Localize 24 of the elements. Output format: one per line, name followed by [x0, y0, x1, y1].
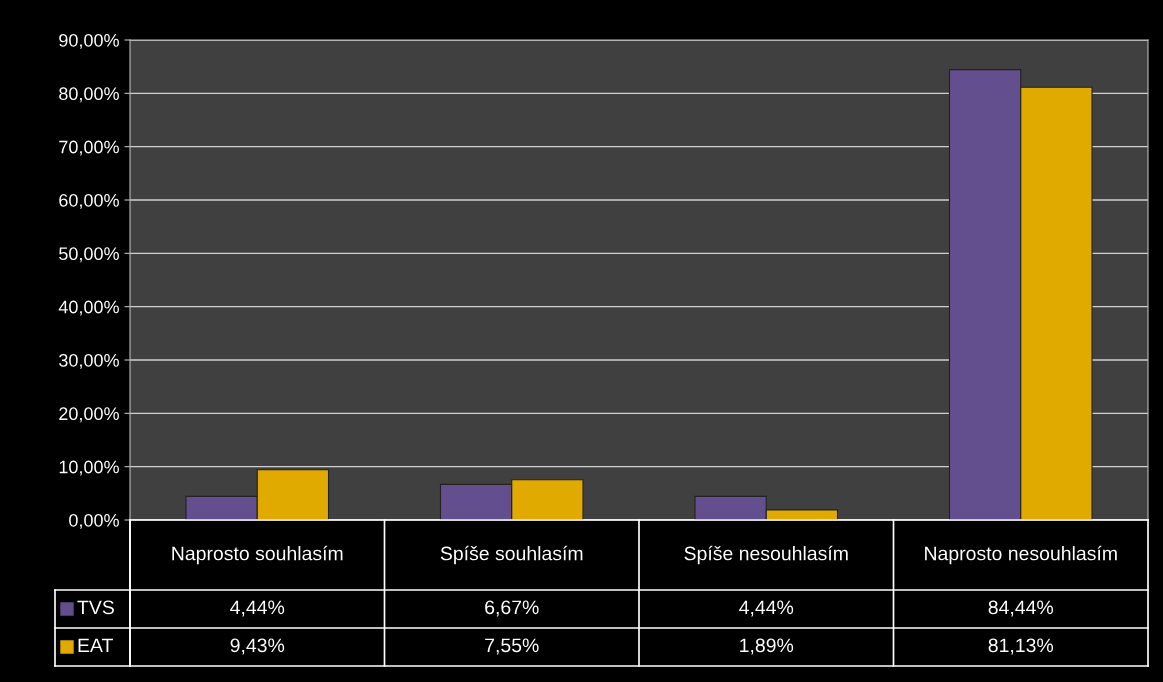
- x-tick-label: Spíše souhlasím: [440, 545, 583, 565]
- data-label: 9,43%: [230, 638, 285, 655]
- x-tick-label: Naprosto souhlasím: [172, 545, 343, 565]
- data-label: 81,13%: [988, 638, 1054, 655]
- y-tick-label: 10,00%: [59, 460, 119, 476]
- y-tick-label: 40,00%: [58, 300, 119, 316]
- y-tick-label: 90,00%: [59, 33, 119, 49]
- x-tick-label: Spíše nesouhlasím: [684, 545, 848, 565]
- legend-label: EAT: [78, 638, 113, 653]
- data-label: 6,67%: [485, 600, 539, 617]
- x-tick-label: Naprosto nesouhlasím: [925, 545, 1117, 565]
- y-tick-label: 70,00%: [59, 140, 119, 156]
- y-tick-label: 80,00%: [59, 87, 119, 103]
- data-label: 4,44%: [739, 600, 794, 617]
- y-tick-label: 60,00%: [59, 193, 119, 209]
- legend-label: TVS: [77, 600, 114, 615]
- data-label: 4,44%: [230, 600, 285, 617]
- y-tick-label: 0,00%: [69, 513, 119, 529]
- data-label: 1,89%: [740, 638, 794, 655]
- data-label: 7,55%: [485, 638, 539, 655]
- y-tick-label: 20,00%: [59, 407, 119, 423]
- data-label: 84,44%: [988, 600, 1054, 617]
- y-tick-label: 50,00%: [59, 247, 119, 263]
- y-tick-label: 30,00%: [59, 353, 119, 369]
